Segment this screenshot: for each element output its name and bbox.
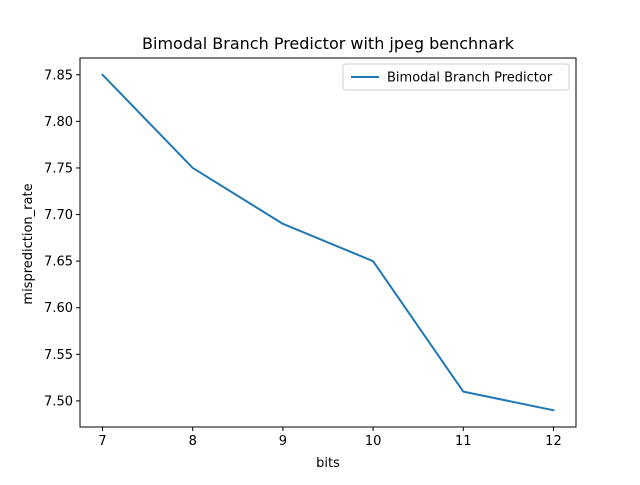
- legend-box: [342, 63, 570, 91]
- x-tick-label: 10: [365, 434, 382, 449]
- y-axis-label: misprediction_rate: [21, 183, 36, 304]
- x-tick-label: 12: [545, 434, 562, 449]
- y-tick-label: 7.85: [44, 68, 73, 83]
- legend-label: Bimodal Branch Predictor: [387, 71, 553, 86]
- y-tick-label: 7.80: [44, 115, 73, 130]
- y-tick-label: 7.55: [44, 348, 73, 363]
- x-tick-label: 9: [279, 434, 287, 449]
- x-tick-label: 11: [455, 434, 472, 449]
- chart-title: Bimodal Branch Predictor with jpeg bench…: [142, 34, 515, 53]
- axes: [79, 57, 577, 428]
- y-tick-label: 7.50: [44, 394, 73, 409]
- y-tick-label: 7.70: [44, 208, 73, 223]
- series: [101, 73, 555, 412]
- ticks: 7 8 9 10 11 12 7.50 7.55 7.60 7.65 7.70 7.75 7.80 7.8…: [44, 68, 562, 449]
- y-tick-label: 7.75: [44, 161, 73, 176]
- series-line-0: [101, 73, 555, 412]
- x-tick-label: 8: [189, 434, 197, 449]
- x-tick-label: 7: [98, 434, 106, 449]
- x-axis-label: bits: [316, 456, 340, 471]
- legend: Bimodal Branch Predictor: [342, 63, 570, 91]
- y-tick-label: 7.60: [44, 301, 73, 316]
- plot-frame: [79, 57, 577, 428]
- y-tick-label: 7.65: [44, 255, 73, 270]
